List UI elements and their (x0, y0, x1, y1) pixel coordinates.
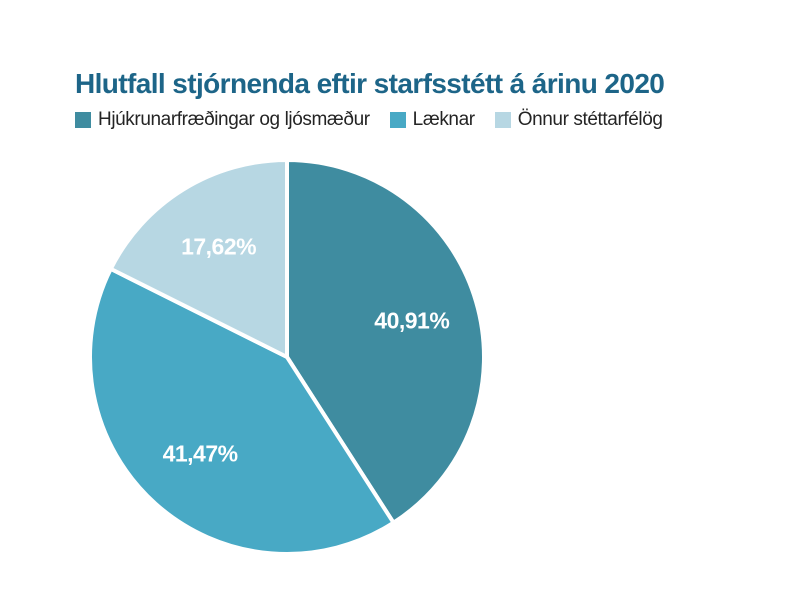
pie-slice-value-label: 40,91% (374, 307, 449, 333)
legend-item-onnur-stettarfelog[interactable]: Önnur stéttarfélög (494, 109, 663, 131)
pie-slice-2[interactable] (88, 266, 396, 556)
pie-slice-3[interactable] (108, 158, 289, 359)
legend-item-label: Hjúkrunarfræðingar og ljósmæður (98, 109, 370, 130)
legend-item-label: Önnur stéttarfélög (517, 109, 663, 130)
legend-swatch-icon (494, 112, 511, 128)
legend-item-hjukrunarfraedingar[interactable]: Hjúkrunarfræðingar og ljósmæður (75, 109, 370, 131)
legend-item-label: Læknar (412, 109, 475, 130)
legend-item-laeknar[interactable]: Læknar (389, 109, 475, 131)
chart-title: Hlutfall stjórnenda eftir starfsstétt á … (75, 68, 665, 99)
pie-slice-value-label: 17,62% (181, 233, 256, 259)
legend-swatch-icon (389, 112, 406, 128)
legend-swatch-icon (75, 112, 91, 128)
pie-slice-value-label: 41,47% (163, 441, 238, 467)
legend: Hjúkrunarfræðingar og ljósmæður Læknar Ö… (75, 109, 663, 131)
